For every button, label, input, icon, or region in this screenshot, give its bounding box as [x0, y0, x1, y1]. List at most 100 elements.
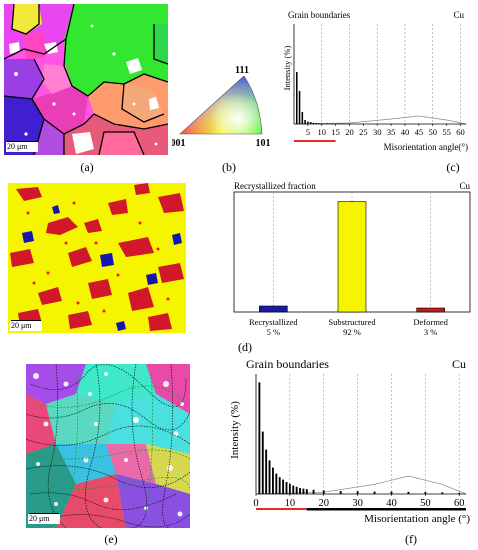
chart-d-category-label: Substructured: [328, 317, 376, 327]
f-tick-label: 10: [285, 498, 296, 509]
ebsd-map-e: 20 μm: [26, 364, 190, 528]
chart-d-svg: Recrystallized fraction Cu Recrystallize…: [233, 181, 470, 337]
f-reference-curve: [255, 475, 467, 495]
chart-d-category-label: Recrystallized: [249, 317, 298, 327]
ipf-triangle-graphic: 111 001 101: [171, 65, 271, 149]
recrystallization-map: 20 μm: [8, 183, 186, 333]
c-tick-label: 40: [401, 127, 410, 137]
c-bar: [309, 122, 312, 124]
c-tick-label: 30: [373, 127, 382, 137]
f-bar: [278, 477, 281, 494]
f-bar: [272, 467, 274, 494]
c-tick-label: 60: [456, 127, 465, 137]
caption-e: (e): [104, 532, 118, 546]
ipf-label-111: 111: [235, 65, 249, 76]
f-bar: [282, 479, 285, 494]
chart-d-title: Recrystallized fraction: [234, 181, 316, 191]
ipf-color-key: 111 001 101: [171, 62, 272, 154]
chart-c-xlabel: Misorientation angle(°): [384, 142, 468, 152]
chart-f-material: Cu: [452, 357, 466, 371]
c-reference-curve: [293, 115, 467, 125]
f-tick-label: 40: [386, 498, 397, 509]
f-tick-label: 20: [318, 498, 329, 509]
recrystallization-map-graphic: [8, 183, 186, 333]
caption-d: (d): [238, 340, 252, 354]
c-bar: [296, 72, 298, 124]
caption-c: (c): [446, 160, 460, 174]
f-bar: [265, 449, 268, 494]
chart-f-low-angle-marker: [256, 508, 307, 510]
chart-d-bar: [337, 201, 367, 313]
c-bar: [304, 120, 306, 124]
ipf-label-101: 101: [256, 138, 271, 149]
chart-f-high-angle-marker: [306, 508, 466, 511]
chart-d-bar: [416, 307, 445, 313]
f-bar: [339, 491, 342, 494]
chart-c-material: Cu: [453, 10, 464, 20]
chart-d-bar: [259, 305, 288, 313]
f-bar: [275, 473, 278, 494]
f-tick-label: 0: [253, 498, 258, 509]
ebsd-map-e-graphic: [26, 364, 190, 528]
chart-d-value-label: 5 %: [267, 327, 280, 337]
chart-c-title: Grain boundaries: [288, 10, 351, 20]
f-bar: [285, 482, 288, 494]
f-bar: [322, 490, 325, 494]
chart-f-ylabel: Intensity (%): [229, 401, 241, 459]
c-tick-label: 20: [345, 127, 354, 137]
c-tick-label: 55: [442, 127, 451, 137]
f-bar: [292, 485, 295, 494]
f-bar: [295, 486, 298, 494]
scale-bar-e: 20 μm: [28, 513, 60, 524]
chart-d-category-label: Deformed: [413, 317, 448, 327]
c-bar: [301, 112, 304, 124]
c-tick-label: 10: [317, 127, 326, 137]
ebsd-map-a-graphic: [4, 4, 168, 155]
f-bar: [302, 488, 305, 494]
f-bar: [299, 488, 301, 494]
f-bar: [258, 382, 261, 494]
f-bar: [288, 483, 291, 494]
chart-d-material: Cu: [459, 181, 470, 191]
ipf-label-001: 001: [172, 138, 186, 149]
c-tick-label: 35: [387, 127, 396, 137]
c-tick-label: 45: [415, 127, 424, 137]
chart-d-value-label: 92 %: [343, 327, 361, 337]
chart-c-svg: Grain boundaries Cu Intensity (%) 5 10 15 2…: [282, 10, 468, 152]
chart-c-ylabel: Intensity (%): [282, 46, 292, 91]
scale-bar-d: 20 μm: [10, 320, 42, 331]
c-bar: [307, 121, 309, 124]
c-bar: [315, 123, 317, 124]
scale-bar-a: 20 μm: [6, 141, 38, 152]
chart-c: Grain boundaries Cu Intensity (%) 5 10 15 2…: [280, 4, 476, 154]
chart-f-svg: Grain boundaries Cu Intensity (%) 0 10 20 3…: [229, 357, 470, 525]
f-bar: [390, 491, 393, 494]
caption-f: (f): [405, 532, 417, 546]
c-tick-label: 5: [306, 127, 310, 137]
f-bar: [407, 491, 410, 494]
f-bar: [261, 431, 264, 494]
f-bar: [424, 492, 427, 494]
chart-d-value-label: 3 %: [424, 327, 437, 337]
f-bar: [356, 491, 359, 494]
c-bar: [298, 91, 301, 124]
chart-f-xlabel: Misorientation angle (°): [364, 513, 470, 525]
f-bar: [458, 492, 461, 494]
c-tick-label: 25: [359, 127, 368, 137]
f-bar: [441, 492, 444, 494]
chart-f-title: Grain boundaries: [246, 357, 329, 371]
c-tick-label: 15: [331, 127, 340, 137]
f-bar: [312, 489, 315, 494]
c-bar: [312, 122, 315, 124]
chart-f: Grain boundaries Cu Intensity (%) 0 10 20 3…: [226, 352, 476, 530]
f-tick-label: 60: [454, 498, 465, 509]
f-bar: [373, 491, 376, 494]
caption-a: (a): [80, 160, 94, 174]
f-tick-label: 50: [420, 498, 431, 509]
f-bar: [305, 489, 308, 494]
c-tick-label: 50: [428, 127, 437, 137]
f-bar: [268, 460, 271, 494]
caption-b: (b): [222, 160, 236, 174]
chart-c-low-angle-marker: [294, 140, 336, 142]
